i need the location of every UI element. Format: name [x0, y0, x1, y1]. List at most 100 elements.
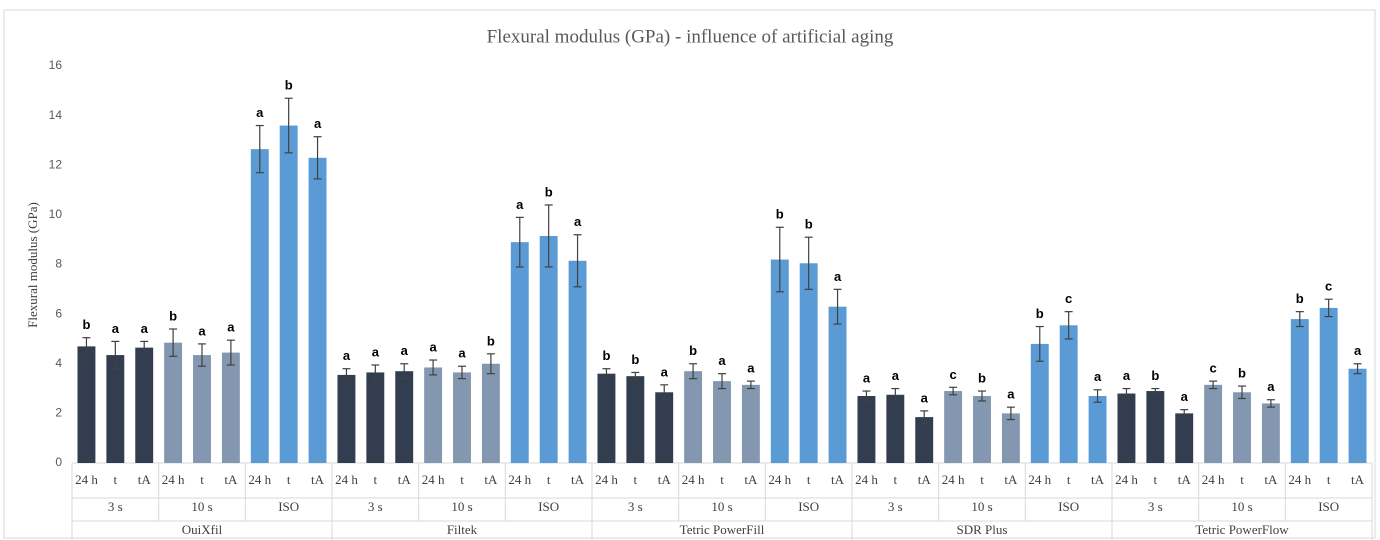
x-tick-label: t [980, 472, 984, 487]
bar [915, 417, 934, 463]
bar [1088, 396, 1107, 463]
subgroup-label: 10 s [191, 499, 212, 514]
subgroup-label: 10 s [451, 499, 472, 514]
bar [539, 235, 558, 463]
y-tick-label: 2 [55, 406, 62, 420]
x-tick-label: t [807, 472, 811, 487]
subgroup-label: 10 s [971, 499, 992, 514]
y-tick-label: 8 [55, 257, 62, 271]
significance-letter: a [718, 353, 726, 368]
bar [221, 352, 240, 463]
significance-letter: a [256, 105, 264, 120]
bar [1319, 307, 1338, 463]
bar [1146, 391, 1165, 463]
subgroup-label: 3 s [628, 499, 643, 514]
x-tick-label: 24 h [248, 472, 271, 487]
significance-letter: a [198, 323, 206, 338]
bar [1001, 413, 1020, 463]
bar [828, 306, 847, 463]
group-label: Filtek [447, 522, 478, 537]
significance-letter: a [343, 348, 351, 363]
bar [1030, 343, 1049, 463]
bar [626, 376, 645, 463]
x-tick-label: t [200, 472, 204, 487]
bar [193, 355, 211, 463]
significance-letter: a [1181, 389, 1189, 404]
significance-letter: b [602, 348, 610, 363]
x-tick-label: tA [138, 472, 152, 487]
subgroup-label: ISO [1318, 499, 1339, 514]
significance-letter: a [429, 339, 437, 354]
y-tick-label: 16 [49, 58, 63, 72]
x-tick-label: tA [1264, 472, 1278, 487]
x-tick-label: 24 h [595, 472, 618, 487]
significance-letter: a [314, 116, 322, 131]
significance-letter: a [921, 390, 929, 405]
bar [568, 260, 587, 463]
significance-letter: b [1036, 306, 1044, 321]
y-tick-label: 10 [49, 207, 63, 221]
x-tick-label: 24 h [422, 472, 445, 487]
x-tick-label: tA [918, 472, 932, 487]
significance-letter: a [112, 321, 120, 336]
x-tick-label: t [720, 472, 724, 487]
x-tick-label: 24 h [768, 472, 791, 487]
x-tick-label: 24 h [75, 472, 98, 487]
significance-letter: c [1065, 291, 1072, 306]
significance-letter: b [805, 217, 813, 232]
bar [1261, 403, 1280, 463]
bar [1117, 393, 1136, 463]
significance-letter: a [401, 343, 409, 358]
significance-letter: c [949, 367, 956, 382]
x-tick-label: 24 h [682, 472, 705, 487]
significance-letter: b [545, 184, 553, 199]
x-tick-label: 24 h [855, 472, 878, 487]
significance-letter: a [458, 346, 466, 361]
significance-letter: c [1209, 361, 1216, 376]
y-tick-label: 0 [55, 455, 62, 469]
significance-letter: a [1123, 368, 1131, 383]
x-tick-label: 24 h [1028, 472, 1051, 487]
x-tick-label: tA [744, 472, 758, 487]
bar [857, 396, 876, 463]
bar [77, 346, 96, 463]
x-tick-label: tA [1351, 472, 1365, 487]
x-tick-label: t [287, 472, 291, 487]
significance-letter: a [141, 321, 149, 336]
bar [164, 342, 183, 463]
significance-letter: a [574, 214, 582, 229]
x-tick-label: t [1240, 472, 1244, 487]
bar [366, 372, 385, 463]
x-tick-label: t [374, 472, 378, 487]
x-tick-label: 24 h [1202, 472, 1225, 487]
significance-letter: a [516, 197, 524, 212]
bar [655, 392, 674, 463]
chart-title: Flexural modulus (GPa) - influence of ar… [487, 26, 894, 47]
bar [279, 125, 298, 464]
x-tick-label: tA [311, 472, 325, 487]
significance-letter: a [834, 269, 842, 284]
significance-letter: a [372, 344, 380, 359]
group-label: Tetric PowerFill [680, 522, 765, 537]
significance-letter: c [1325, 279, 1332, 294]
x-tick-label: tA [1178, 472, 1192, 487]
significance-letter: b [1296, 291, 1304, 306]
subgroup-label: 3 s [1148, 499, 1163, 514]
significance-letter: b [1238, 366, 1246, 381]
bar [337, 374, 356, 463]
significance-letter: a [1267, 379, 1275, 394]
x-tick-label: t [1327, 472, 1331, 487]
x-tick-label: t [634, 472, 638, 487]
x-tick-label: t [114, 472, 118, 487]
bar [1233, 392, 1251, 463]
significance-letter: a [1354, 343, 1362, 358]
subgroup-label: ISO [798, 499, 819, 514]
x-tick-label: 24 h [162, 472, 185, 487]
subgroup-label: 10 s [1231, 499, 1252, 514]
x-tick-label: tA [1004, 472, 1018, 487]
group-label: Tetric PowerFlow [1195, 522, 1289, 537]
y-tick-label: 14 [49, 108, 63, 122]
x-tick-label: t [894, 472, 898, 487]
bar [886, 394, 905, 463]
x-tick-label: 24 h [335, 472, 358, 487]
